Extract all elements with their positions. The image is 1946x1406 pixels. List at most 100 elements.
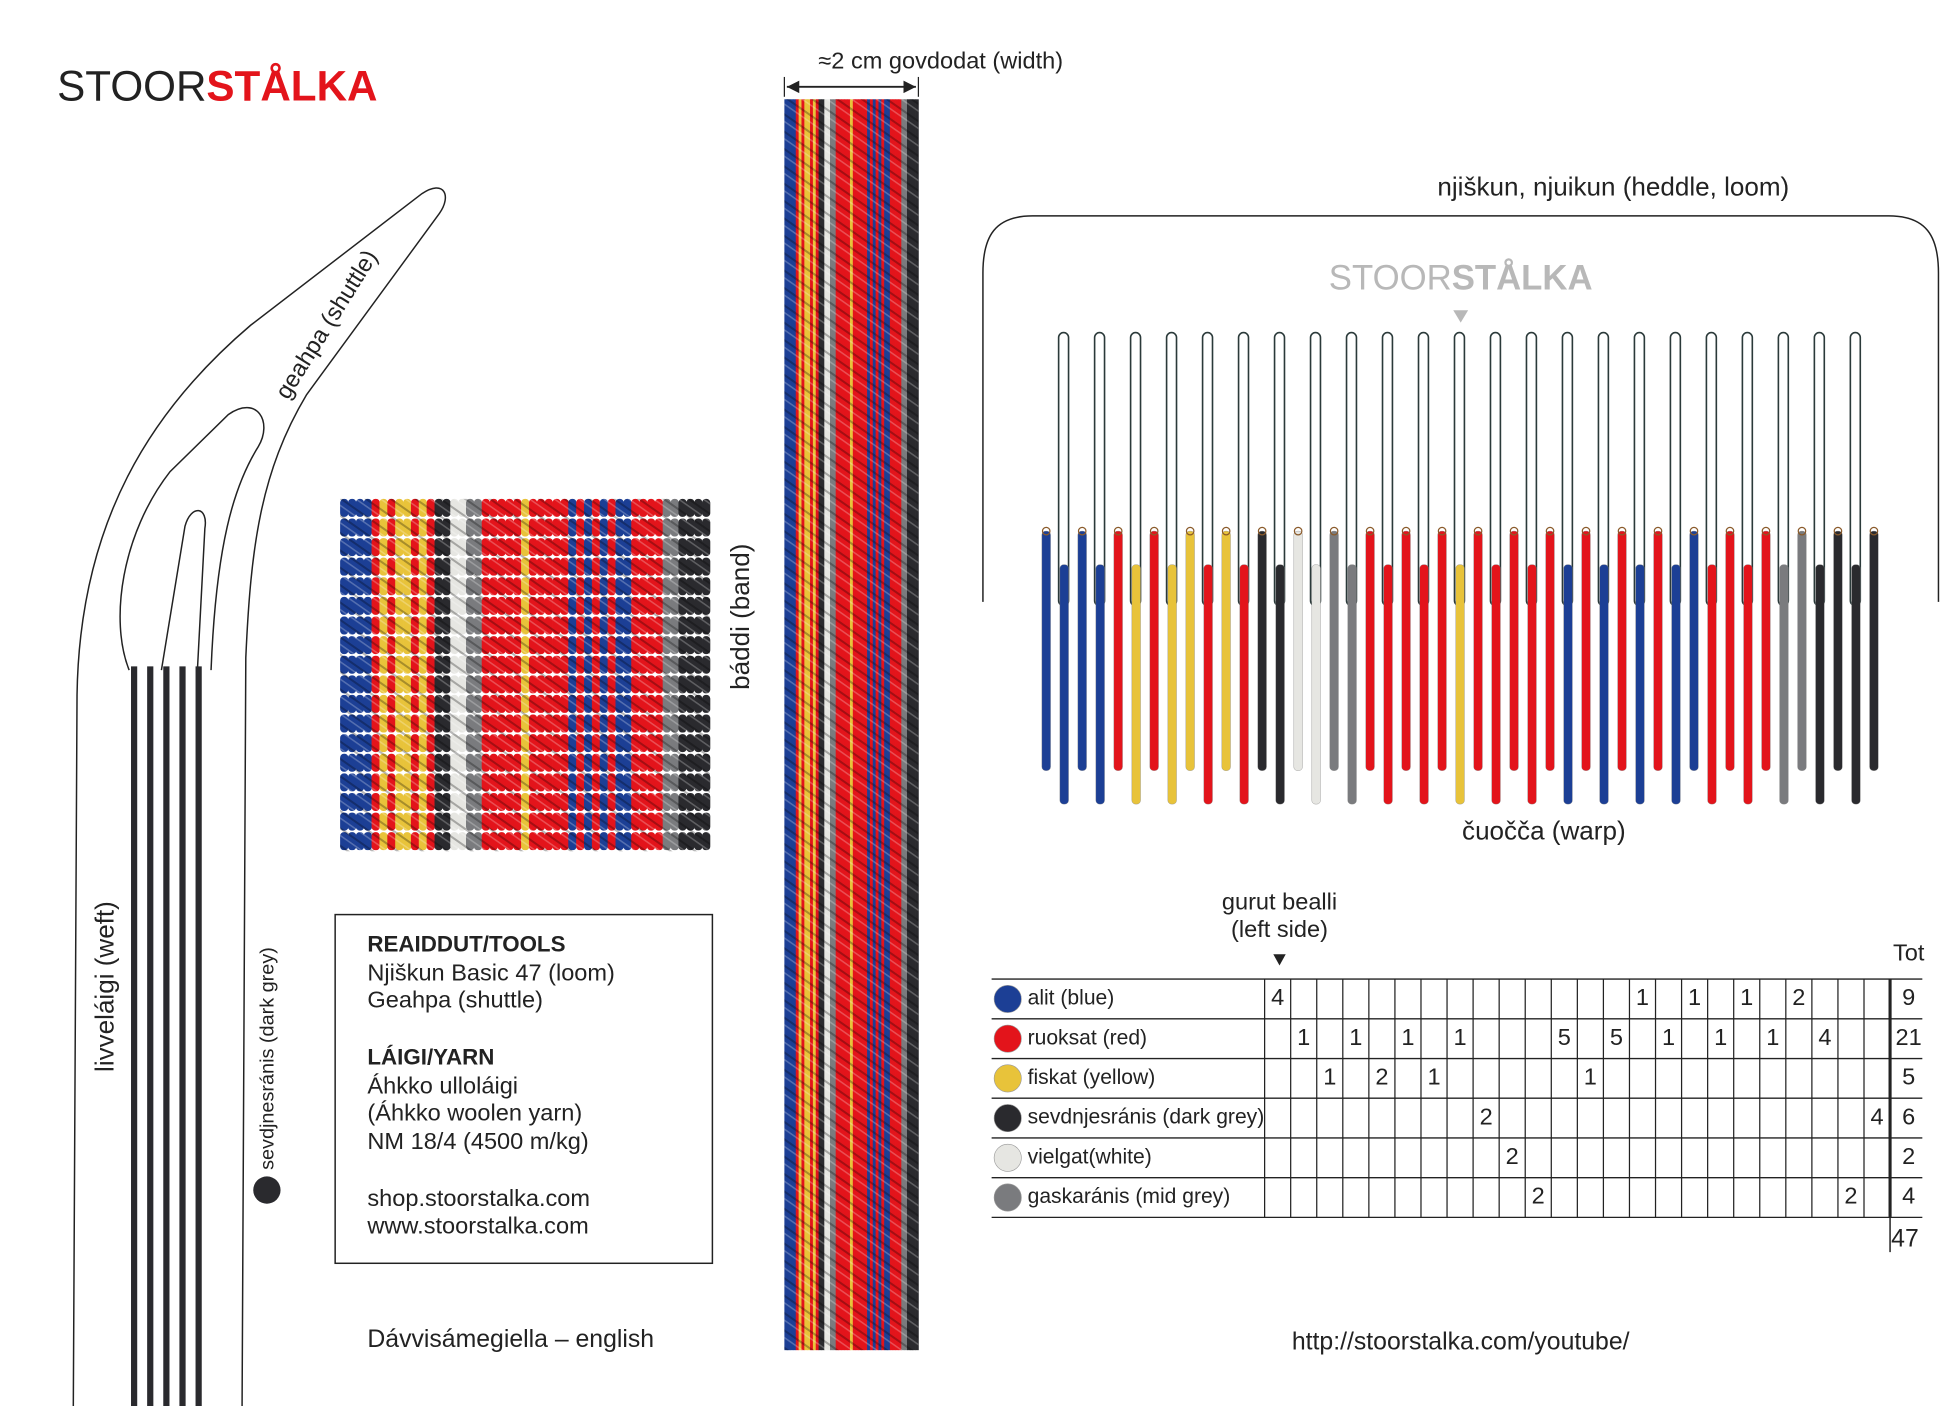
- warp-thread: [1113, 530, 1123, 771]
- swatch-texture: [340, 498, 710, 852]
- warp-thread: [1617, 530, 1627, 771]
- heddle-logo-stalka: STÅLKA: [1452, 258, 1593, 298]
- count: 4: [1870, 1103, 1883, 1129]
- warp-thread: [1815, 564, 1825, 805]
- logo-stoor: STOOR: [57, 62, 206, 109]
- warp-thread: [1167, 564, 1177, 805]
- link: shop.stoorstalka.com: [367, 1185, 590, 1211]
- heddle-logo: STOORSTÅLKA: [1329, 258, 1593, 298]
- count: 5: [1558, 1024, 1571, 1050]
- heddle-label: njiškun, njuikun (heddle, loom): [1437, 172, 1789, 202]
- heddle-hole: [1257, 526, 1267, 536]
- warp-thread: [1725, 530, 1735, 771]
- count: 2: [1480, 1103, 1493, 1129]
- heddle-hole: [1149, 526, 1159, 536]
- warp-thread: [1041, 530, 1051, 771]
- heddle-hole: [1617, 526, 1627, 536]
- color-dot: [993, 1104, 1022, 1133]
- heddle-hole: [1797, 526, 1807, 536]
- warp-thread: [1581, 530, 1591, 771]
- logo-stalka: STÅLKA: [206, 62, 377, 109]
- start-label: gurut bealli: [1222, 889, 1337, 915]
- weft-label: livveláigi (weft): [90, 901, 120, 1072]
- heddle-hole: [1041, 526, 1051, 536]
- count: 4: [1271, 984, 1284, 1010]
- yarn-line: (Áhkko woolen yarn): [367, 1100, 582, 1126]
- warp-thread: [1185, 530, 1195, 771]
- warp-thread: [1077, 530, 1087, 771]
- warp-thread: [1221, 530, 1231, 771]
- heddle-hole: [1725, 526, 1735, 536]
- heddle-hole: [1653, 526, 1663, 536]
- count: 1: [1454, 1024, 1467, 1050]
- heddle: [1057, 331, 1862, 607]
- warp-thread: [1311, 564, 1321, 805]
- heddle-hole: [1473, 526, 1483, 536]
- warp-thread: [1509, 530, 1519, 771]
- band-texture: [784, 99, 919, 1351]
- count: 1: [1636, 984, 1649, 1010]
- warp-thread: [1347, 564, 1357, 805]
- row-total: 6: [1902, 1103, 1915, 1129]
- warp-thread: [1527, 564, 1537, 805]
- warp-thread: [1329, 530, 1339, 771]
- warp-thread: [1275, 564, 1285, 805]
- shuttle-label: geahpa (shuttle): [270, 245, 382, 403]
- warp-thread: [1635, 564, 1645, 805]
- warp-thread: [1779, 564, 1789, 805]
- heddle-hole: [1293, 526, 1303, 536]
- color-dot: [993, 1024, 1022, 1053]
- row-name: fiskat (yellow): [1028, 1066, 1156, 1089]
- heddle-hole: [1329, 526, 1339, 536]
- tools-line: Geahpa (shuttle): [367, 987, 543, 1013]
- heddle-hole: [1761, 526, 1771, 536]
- warp-thread: [1689, 530, 1699, 771]
- count: 1: [1427, 1064, 1440, 1090]
- color-dot: [993, 1143, 1022, 1172]
- heddle-hole: [1077, 526, 1087, 536]
- heddle-hole: [1401, 526, 1411, 536]
- weft-color-dot: [253, 1176, 281, 1204]
- count: 1: [1688, 984, 1701, 1010]
- count: 2: [1532, 1183, 1545, 1209]
- weft-yarn: [131, 666, 202, 1406]
- warp-thread: [1059, 564, 1069, 805]
- warp-thread: [1545, 530, 1555, 771]
- heddle-hole: [1689, 526, 1699, 536]
- warp-thread: [1707, 564, 1717, 805]
- count: 2: [1844, 1183, 1857, 1209]
- warp-thread: [1293, 530, 1303, 771]
- yarn-line: NM 18/4 (4500 m/kg): [367, 1128, 588, 1154]
- tools-line: Njiškun Basic 47 (loom): [367, 959, 614, 985]
- count: 1: [1349, 1024, 1362, 1050]
- yarn-line: Áhkko ulloláigi: [367, 1072, 518, 1098]
- shuttle-slot: [160, 509, 207, 671]
- warp-thread: [1743, 564, 1753, 805]
- center-marker: [1453, 310, 1469, 323]
- heddle-hole: [1545, 526, 1555, 536]
- width-label: ≈2 cm govdodat (width): [818, 47, 1063, 73]
- heddle-hole: [1221, 526, 1231, 536]
- warp-thread: [1365, 530, 1375, 771]
- warp-thread: [1257, 530, 1267, 771]
- warp-thread: [1239, 564, 1249, 805]
- count: 1: [1740, 984, 1753, 1010]
- heddle-hole: [1185, 526, 1195, 536]
- warp-thread: [1563, 564, 1573, 805]
- count: 1: [1584, 1064, 1597, 1090]
- start-marker: [1273, 954, 1286, 966]
- heddle-hole: [1869, 526, 1879, 536]
- info-box: [334, 913, 714, 1265]
- count: 1: [1297, 1024, 1310, 1050]
- warp-thread: [1869, 530, 1879, 771]
- row-total: 9: [1902, 984, 1915, 1010]
- warp-thread: [1833, 530, 1843, 771]
- shuttle: [72, 187, 447, 1406]
- heddle-hole: [1581, 526, 1591, 536]
- row-name: gaskaránis (mid grey): [1028, 1185, 1231, 1208]
- warp-thread: [1761, 530, 1771, 771]
- count: 1: [1323, 1064, 1336, 1090]
- warp-thread: [1203, 564, 1213, 805]
- warp-thread: [1599, 564, 1609, 805]
